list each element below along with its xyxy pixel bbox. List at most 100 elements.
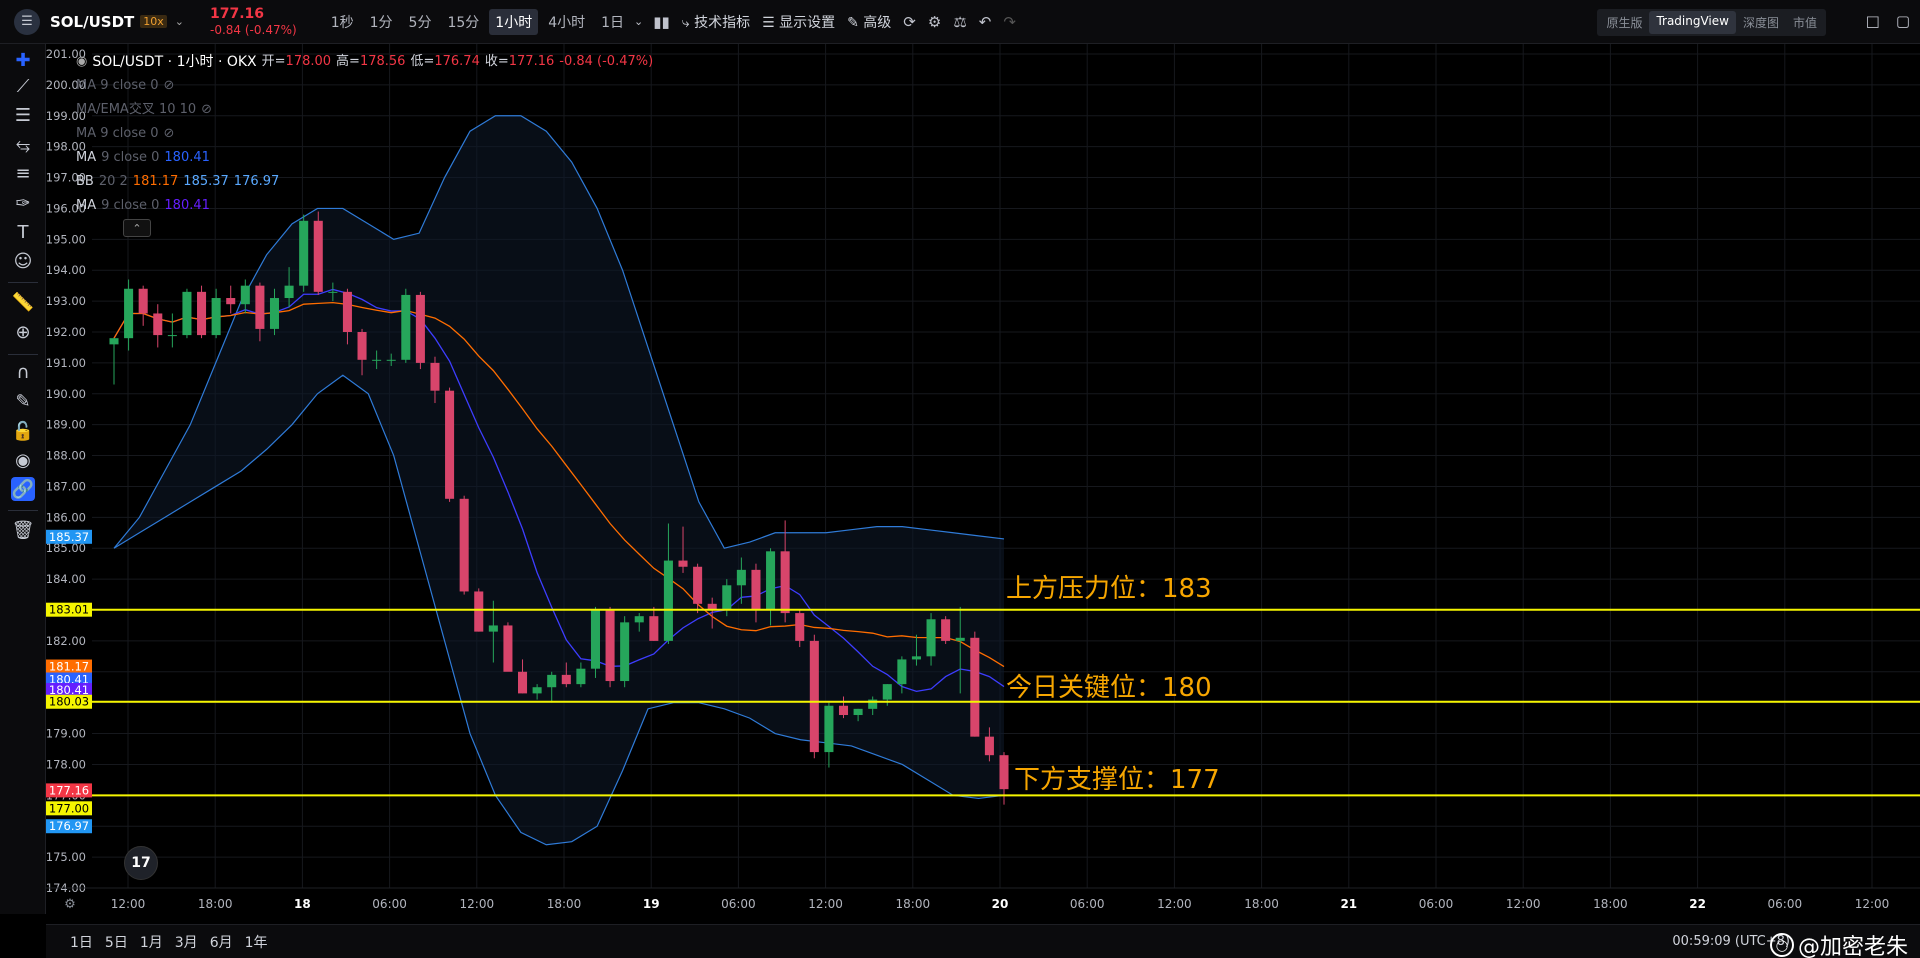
indicator-ma-name[interactable]: MA [76, 150, 97, 165]
range-2[interactable]: 1月 [139, 934, 163, 951]
view-tab-2[interactable]: 深度图 [1742, 16, 1779, 30]
eye-off-icon[interactable]: ⊘ [163, 126, 175, 141]
layout-icon[interactable]: □ [1865, 12, 1880, 30]
fib-icon[interactable]: ≡ [15, 162, 31, 184]
candle-body [197, 291, 207, 336]
pattern-icon[interactable]: ⥃ [15, 133, 31, 155]
bb-lower-value: 176.97 [233, 174, 280, 189]
candle-body [474, 591, 484, 632]
candle-body [138, 288, 148, 314]
open-label: 开= [261, 54, 286, 69]
candle-body [372, 359, 382, 361]
x-tick-label: 12:00 [460, 897, 495, 911]
link-icon[interactable]: 🔗 [11, 477, 35, 501]
gear-icon[interactable]: ⚙ [927, 12, 942, 31]
timeframe-0[interactable]: 1秒 [330, 14, 354, 31]
candle-body [561, 674, 571, 685]
zoom-in-icon[interactable]: ⊕ [15, 321, 31, 343]
brush-icon[interactable]: ✑ [15, 192, 31, 214]
scale-icon[interactable]: ⚖ [953, 12, 967, 31]
candle-body [838, 705, 849, 716]
x-tick-label: 06:00 [721, 897, 756, 911]
eye-icon[interactable]: ◉ [15, 449, 31, 471]
eye-off-icon[interactable]: ⊘ [163, 78, 175, 93]
text-icon[interactable]: T [17, 221, 29, 243]
y-tick-label: 188.00 [46, 449, 86, 463]
range-3[interactable]: 3月 [174, 934, 198, 951]
unlock-icon[interactable]: 🔓 [11, 420, 35, 442]
price-chart[interactable]: 174.00175.00176.00177.00178.00179.00180.… [46, 44, 1920, 914]
bb-fill [114, 115, 1004, 845]
indicator-ma-value: 180.41 [164, 150, 210, 165]
parallel-lines-icon[interactable]: ☰ [14, 104, 32, 126]
symbol-name[interactable]: SOL/USDT [50, 12, 135, 31]
collapse-legend-button[interactable]: ⌃ [123, 219, 151, 237]
candle-body [590, 610, 600, 669]
view-tab-3[interactable]: 市值 [1792, 16, 1817, 30]
indicator-ma-hidden-1[interactable]: MA 9 close 0 [76, 78, 159, 93]
y-tick-label: 196.00 [46, 201, 86, 215]
bb-upper-value: 185.37 [183, 174, 229, 189]
chevron-down-icon[interactable]: ⌄ [174, 15, 184, 28]
display-settings-button[interactable]: ☰ 显示设置 [762, 12, 835, 32]
view-tab-0[interactable]: 原生版 [1606, 16, 1643, 30]
fullscreen-icon[interactable]: ▢ [1895, 12, 1910, 30]
candle-body [926, 619, 936, 657]
candle-body [445, 390, 455, 499]
x-tick-label: 06:00 [372, 897, 407, 911]
tradingview-logo-icon[interactable]: 17 [124, 846, 158, 880]
view-tab-1[interactable]: TradingView [1649, 11, 1736, 34]
indicator-ma2-params: 9 close 0 [101, 198, 160, 213]
advanced-button[interactable]: ✎ 高级 [847, 12, 891, 32]
crosshair-icon[interactable]: ✚ [15, 49, 31, 71]
x-tick-label: 12:00 [111, 897, 146, 911]
x-tick-label: 20 [992, 897, 1009, 911]
x-tick-label: 06:00 [1070, 897, 1105, 911]
refresh-icon[interactable]: ⟳ [903, 12, 916, 31]
timeframe-2[interactable]: 5分 [408, 14, 432, 31]
range-1[interactable]: 5日 [104, 934, 128, 951]
trash-icon[interactable]: 🗑 [11, 519, 35, 541]
y-tick-label: 201.00 [46, 47, 86, 61]
timeframe-3[interactable]: 15分 [447, 14, 480, 31]
price-tag-label: 181.17 [49, 660, 89, 674]
eye-off-icon[interactable]: ⊘ [201, 102, 213, 117]
indicators-button[interactable]: ⤷ 技术指标 [682, 12, 750, 32]
timeframe-6[interactable]: 1日 [601, 14, 625, 31]
magnet-icon[interactable]: ∩ [16, 361, 30, 383]
x-tick-label: 18:00 [1244, 897, 1279, 911]
candle-body [226, 298, 236, 305]
timeframe-selector: 1秒 1分 5分 15分 1小时 4小时 1日 [325, 8, 630, 35]
candle-type-icon[interactable]: ▮▮ [653, 12, 670, 31]
range-5[interactable]: 1年 [244, 934, 268, 951]
price-tag [46, 819, 92, 834]
trend-line-icon[interactable]: ⟋ [16, 75, 30, 97]
menu-icon[interactable]: ☰ [14, 8, 40, 35]
price-tag [46, 694, 92, 709]
chevron-down-icon[interactable]: ⌄ [634, 15, 644, 28]
indicator-ma-hidden-2[interactable]: MA 9 close 0 [76, 126, 159, 141]
undo-icon[interactable]: ↶ [978, 12, 992, 31]
indicator-ma2-name[interactable]: MA [76, 198, 97, 213]
lock-drawing-icon[interactable]: ✎ [15, 390, 31, 412]
low-value: 176.74 [434, 54, 480, 69]
range-4[interactable]: 6月 [209, 934, 233, 951]
candle-body [299, 220, 309, 286]
chart-area[interactable]: 174.00175.00176.00177.00178.00179.00180.… [46, 44, 1920, 914]
indicators-label: 技术指标 [694, 14, 751, 31]
redo-icon[interactable]: ↷ [1003, 12, 1016, 31]
indicator-ma2-value: 180.41 [164, 198, 210, 213]
y-tick-label: 192.00 [46, 325, 86, 339]
timeframe-1[interactable]: 1分 [369, 14, 393, 31]
candle-body [357, 332, 367, 360]
indicator-bb-name[interactable]: BB [76, 174, 94, 189]
x-tick-label: 18:00 [1593, 897, 1628, 911]
range-0[interactable]: 1日 [70, 934, 93, 951]
ruler-icon[interactable]: 📏 [11, 291, 35, 313]
indicator-ma-ema-cross[interactable]: MA/EMA交叉 10 10 [76, 102, 197, 117]
emoji-icon[interactable]: ☺ [13, 250, 33, 272]
timeframe-4[interactable]: 1小时 [489, 8, 539, 35]
timeframe-5[interactable]: 4小时 [548, 14, 586, 31]
chart-tools: ▮▮ ⤷ 技术指标 ☰ 显示设置 ✎ 高级 ⟳ ⚙ ⚖ ↶ ↷ [653, 12, 1016, 32]
candle-body [984, 736, 994, 756]
